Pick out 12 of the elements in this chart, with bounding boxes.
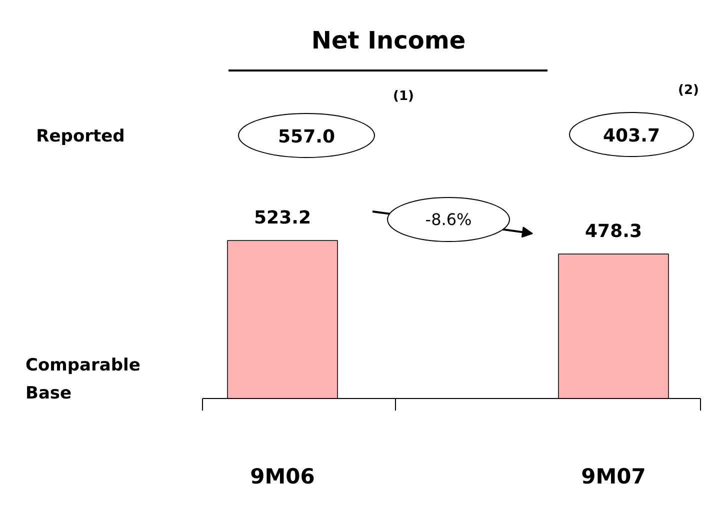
text: (1) [393,89,414,104]
text: -8.6% [425,210,472,229]
text: Reported [36,126,125,146]
chart-title: Net Income [311,26,466,54]
data-label: 523.2 [254,208,311,228]
x-tick-label: 9M06 [250,464,315,488]
x-tick-label: 9M07 [581,464,646,488]
text: 557.0 [278,126,335,148]
text: 403.7 [603,126,660,146]
text: Comparable Base [26,356,140,404]
data-label: 478.3 [585,221,642,242]
text: (2) [678,83,699,98]
